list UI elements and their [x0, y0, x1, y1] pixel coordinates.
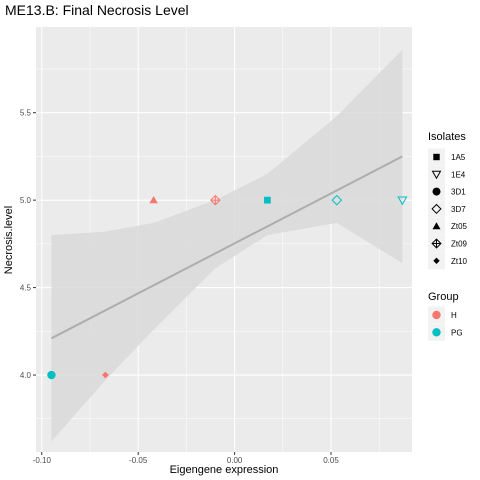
legend-label-zt05: Zt05	[451, 222, 468, 231]
legend-title-group: Group	[428, 291, 459, 303]
legend-label-3d7: 3D7	[451, 205, 466, 214]
legend-key-bg	[428, 166, 445, 183]
y-tick-label: 4.5	[20, 284, 32, 293]
legend-label-pg: PG	[451, 328, 463, 337]
legend-label-1a5: 1A5	[451, 153, 466, 162]
x-tick-label: -0.10	[33, 456, 52, 465]
y-tick-label: 5.5	[20, 109, 32, 118]
x-axis-title: Eigengene expression	[170, 464, 279, 476]
legend-label-1e4: 1E4	[451, 170, 466, 179]
data-point-3d1	[47, 371, 55, 379]
y-tick-label: 5.0	[20, 196, 32, 205]
y-axis-title: Necrosis.level	[3, 206, 15, 274]
legend-label-h: H	[451, 311, 457, 320]
x-tick-label: -0.05	[129, 456, 148, 465]
y-axis-ticks: 4.0 4.5 5.0 5.5	[20, 109, 36, 380]
legend-key-bg	[428, 200, 445, 217]
legends: Isolates 1A5 1E4 3D1 3D7 Zt05 Zt09 Zt10 Group H PG	[428, 131, 468, 341]
legend-title-isolates: Isolates	[428, 131, 466, 143]
legend-key-h	[432, 311, 440, 319]
legend-key-1a5	[433, 154, 439, 160]
y-tick-label: 4.0	[20, 371, 32, 380]
chart-title: ME13.B: Final Necrosis Level	[5, 2, 189, 18]
legend-label-zt09: Zt09	[451, 240, 468, 249]
legend-label-3d1: 3D1	[451, 188, 466, 197]
legend-key-3d1	[433, 188, 441, 196]
legend-label-zt10: Zt10	[451, 257, 468, 266]
x-tick-label: 0.05	[323, 456, 339, 465]
data-point-1a5	[264, 197, 271, 204]
legend-key-pg	[432, 328, 440, 336]
